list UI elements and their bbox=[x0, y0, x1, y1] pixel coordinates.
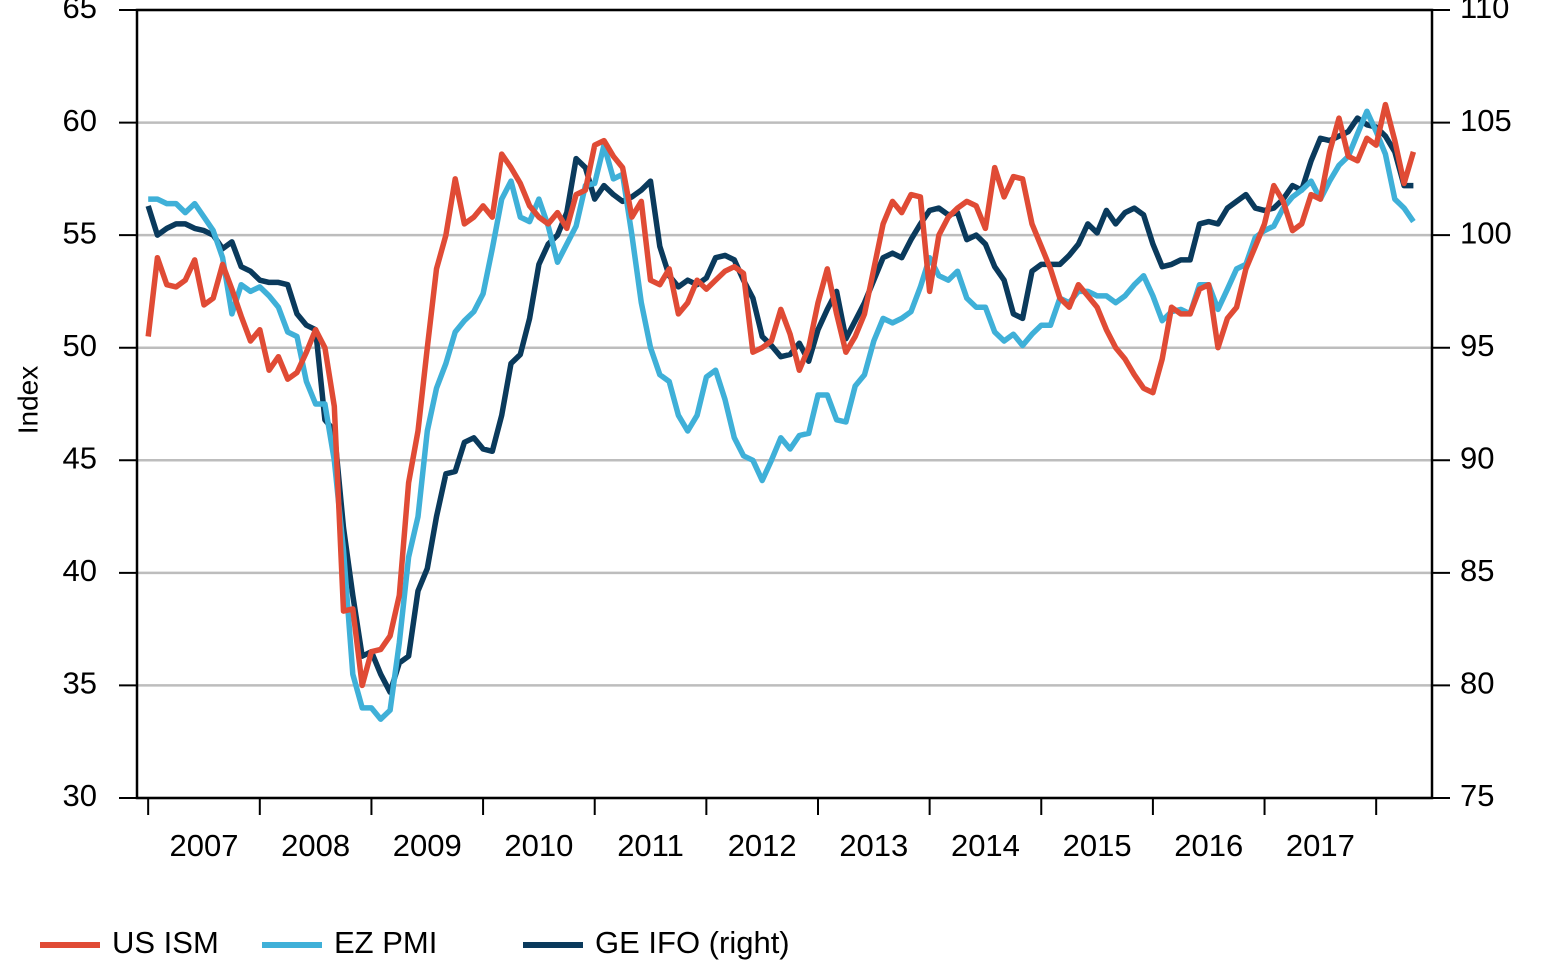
legend-label: US ISM bbox=[112, 925, 219, 960]
series-line bbox=[145, 115, 1414, 695]
y-tick-label: 65 bbox=[63, 0, 97, 25]
y-tick-label: 35 bbox=[63, 666, 97, 701]
y2-tick-label: 85 bbox=[1460, 553, 1494, 588]
y-tick-label: 30 bbox=[63, 778, 97, 813]
y2-tick-label: 80 bbox=[1460, 666, 1494, 701]
y2-tick-label: 105 bbox=[1460, 103, 1512, 138]
y-tick-label: 45 bbox=[63, 440, 97, 475]
x-tick-label: 2008 bbox=[281, 828, 350, 863]
y-tick-label: 60 bbox=[63, 103, 97, 138]
y-tick-label: 40 bbox=[63, 553, 97, 588]
y-axis-label: Index bbox=[12, 366, 43, 435]
y-tick-label: 50 bbox=[63, 328, 97, 363]
legend-label: EZ PMI bbox=[334, 925, 437, 960]
y-tick-label: 55 bbox=[63, 215, 97, 250]
plot-frame bbox=[135, 8, 1434, 800]
x-tick-label: 2012 bbox=[728, 828, 797, 863]
x-tick-label: 2016 bbox=[1174, 828, 1243, 863]
x-tick-label: 2010 bbox=[504, 828, 573, 863]
y2-tick-label: 75 bbox=[1460, 778, 1494, 813]
x-tick-label: 2017 bbox=[1286, 828, 1355, 863]
y2-tick-label: 110 bbox=[1460, 0, 1509, 25]
x-tick-label: 2007 bbox=[169, 828, 238, 863]
y2-tick-label: 100 bbox=[1460, 215, 1512, 250]
x-tick-label: 2015 bbox=[1063, 828, 1132, 863]
x-tick-label: 2009 bbox=[393, 828, 462, 863]
x-tick-label: 2011 bbox=[617, 828, 684, 863]
x-tick-label: 2013 bbox=[839, 828, 908, 863]
series-line bbox=[145, 101, 1417, 689]
y2-tick-label: 95 bbox=[1460, 328, 1494, 363]
x-tick-label: 2014 bbox=[951, 828, 1020, 863]
y2-tick-label: 90 bbox=[1460, 440, 1494, 475]
series-line bbox=[148, 108, 1416, 722]
legend-label: GE IFO (right) bbox=[595, 925, 790, 960]
